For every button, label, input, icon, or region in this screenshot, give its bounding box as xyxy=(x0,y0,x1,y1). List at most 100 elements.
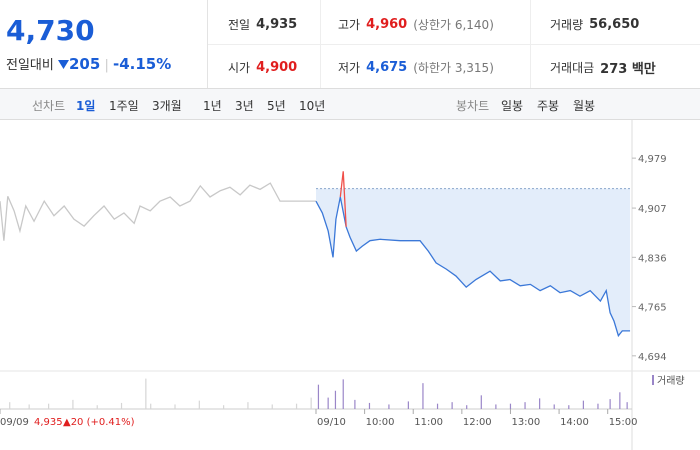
chart: 4,979 4,907 4,836 4,765 4,694 09/09 09/10 10:00… xyxy=(0,119,700,450)
x-tick-label: 09/09 xyxy=(0,417,29,428)
volume-bar xyxy=(466,405,468,409)
stat-label: 거래량 xyxy=(550,17,584,32)
stat-value: 4,675 xyxy=(366,59,408,75)
volume-bar xyxy=(223,405,225,409)
volume-bar xyxy=(568,405,570,409)
price-area xyxy=(316,188,631,336)
stat: 전일 4,935 xyxy=(228,2,297,46)
volume-bar xyxy=(553,404,555,409)
volume-bar xyxy=(436,403,439,409)
y-tick-label: 4,836 xyxy=(638,253,667,264)
x-tick-label: 09/10 xyxy=(317,417,346,428)
volume-bar xyxy=(619,392,621,409)
stat: 고가 4,960 (상한가 6,140) xyxy=(338,2,494,46)
x-tick-label: 10:00 xyxy=(366,417,395,428)
tab: 선차트 xyxy=(32,99,66,113)
volume-bar xyxy=(495,404,497,409)
stat-label: 고가 xyxy=(338,17,361,32)
tab-bar: 선차트 1일 1주일 3개월 1년 3년 5년 10년 봉차트 일봉 주봉 월봉 xyxy=(0,89,700,120)
tab[interactable]: 1주일 xyxy=(109,99,139,113)
volume-bar xyxy=(145,378,147,409)
y-tick-label: 4,979 xyxy=(638,154,667,165)
down-icon xyxy=(57,60,69,69)
volume-bar xyxy=(247,402,249,409)
stat-label: 거래대금 xyxy=(550,60,595,75)
tab[interactable]: 10년 xyxy=(299,99,326,113)
stat-value: 4,900 xyxy=(256,59,298,75)
volume-bar xyxy=(198,400,200,409)
volume-bar xyxy=(609,399,611,409)
price-line xyxy=(339,171,347,227)
volume-bar xyxy=(96,405,98,409)
volume-bar xyxy=(342,379,344,409)
stat-value: 273 백만 xyxy=(600,61,656,77)
y-tick-label: 4,694 xyxy=(638,352,667,363)
volume-bar xyxy=(597,403,599,409)
stat-label: 전일 xyxy=(228,17,251,32)
y-tick-label: 4,907 xyxy=(638,204,667,215)
tab[interactable]: 3년 xyxy=(235,99,254,113)
y-tick-label: 4,765 xyxy=(638,303,667,314)
volume-bar xyxy=(451,402,453,409)
stat-value: 4,960 xyxy=(366,16,408,32)
tab: 봉차트 xyxy=(456,99,490,113)
volume-bar xyxy=(150,403,152,409)
volume-bar xyxy=(174,404,176,409)
price-line xyxy=(315,196,631,338)
volume-bar xyxy=(480,395,482,409)
x-tick-label: 13:00 xyxy=(511,417,540,428)
change-row: 전일대비 205 | -4.15% xyxy=(6,55,172,73)
volume-bar xyxy=(524,402,526,409)
tab[interactable]: 월봉 xyxy=(573,99,596,113)
volume-bar xyxy=(317,384,320,409)
price-panel: 4,730 전일대비 205 | -4.15% xyxy=(0,0,208,88)
stat-note: (하한가 3,315) xyxy=(413,60,494,75)
tab[interactable]: 3개월 xyxy=(152,99,182,113)
legend-swatch xyxy=(652,375,654,385)
change-value: 205 xyxy=(68,55,101,73)
volume-bar xyxy=(368,402,371,409)
x-tick-label: 12:00 xyxy=(463,417,492,428)
change-percent: -4.15% xyxy=(112,55,172,73)
stat: 저가 4,675 (하한가 3,315) xyxy=(338,45,494,89)
tab[interactable]: 1일 xyxy=(76,99,96,113)
tab[interactable]: 5년 xyxy=(267,99,286,113)
stat-note: (상한가 6,140) xyxy=(413,17,494,32)
volume-bar xyxy=(422,383,424,409)
tab[interactable]: 주봉 xyxy=(537,99,560,113)
volume-bar xyxy=(72,399,74,409)
volume-bar xyxy=(509,403,512,409)
x-tick-label: 15:00 xyxy=(609,417,638,428)
volume-bar xyxy=(120,402,123,409)
stat-label: 저가 xyxy=(338,60,361,75)
prev-close: 4,935 xyxy=(34,417,63,428)
volume-bar xyxy=(407,401,409,409)
prev-change: ▲20 (+0.41%) xyxy=(63,417,135,428)
x-tick-label: 14:00 xyxy=(560,417,589,428)
volume-bar xyxy=(582,400,584,409)
stat: 시가 4,900 xyxy=(228,45,297,89)
tab[interactable]: 일봉 xyxy=(501,99,524,113)
volume-bar xyxy=(327,397,329,409)
stat: 거래대금 273 백만 xyxy=(550,45,656,89)
quote-header: 4,730 전일대비 205 | -4.15% 전일 4,935 고가 4,960 (… xyxy=(0,0,700,89)
change-label: 전일대비 xyxy=(6,58,54,73)
volume-bar xyxy=(295,403,298,409)
volume-bar xyxy=(388,404,390,409)
volume-bar xyxy=(28,404,30,409)
volume-bar xyxy=(271,404,273,409)
volume-bar xyxy=(9,402,11,409)
volume-bar xyxy=(334,390,337,409)
stat-value: 56,650 xyxy=(589,16,640,32)
legend-label: 거래량 xyxy=(657,375,685,387)
stat-label: 시가 xyxy=(228,60,251,75)
volume-bar xyxy=(626,402,628,409)
volume-bar xyxy=(310,397,312,409)
current-price: 4,730 xyxy=(6,14,95,47)
stat-value: 4,935 xyxy=(256,16,298,32)
volume-bar xyxy=(48,403,50,409)
volume-bar xyxy=(539,398,541,409)
volume-bar xyxy=(354,399,356,409)
tab[interactable]: 1년 xyxy=(203,99,222,113)
